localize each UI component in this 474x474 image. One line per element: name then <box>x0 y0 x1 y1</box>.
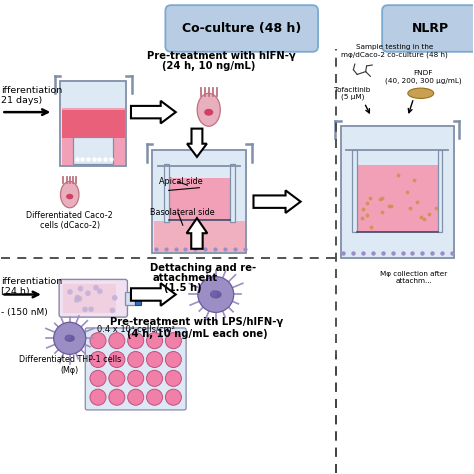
Circle shape <box>78 286 83 292</box>
Ellipse shape <box>64 335 75 342</box>
Ellipse shape <box>210 291 222 299</box>
Circle shape <box>128 352 144 367</box>
FancyBboxPatch shape <box>382 5 474 52</box>
Circle shape <box>198 277 234 312</box>
Text: 0.4 x 10⁴ cells/cm²: 0.4 x 10⁴ cells/cm² <box>97 324 174 333</box>
Text: Basolateral side: Basolateral side <box>150 208 214 217</box>
Circle shape <box>211 291 217 297</box>
Circle shape <box>88 306 94 312</box>
Circle shape <box>75 295 81 301</box>
Ellipse shape <box>204 109 213 116</box>
Bar <box>352 150 357 232</box>
Circle shape <box>128 370 144 386</box>
Text: attachment: attachment <box>152 273 217 283</box>
Text: - (150 nM): - (150 nM) <box>1 308 48 317</box>
Polygon shape <box>187 218 207 249</box>
Circle shape <box>146 333 163 349</box>
Circle shape <box>165 389 182 405</box>
Circle shape <box>54 322 86 355</box>
Text: Dettaching and re-: Dettaching and re- <box>150 263 256 273</box>
Circle shape <box>112 295 118 301</box>
Circle shape <box>146 370 163 386</box>
Bar <box>125 292 136 305</box>
Circle shape <box>90 333 106 349</box>
Text: (24 h, 10 ng/mL): (24 h, 10 ng/mL) <box>162 62 255 72</box>
Bar <box>230 164 235 222</box>
Bar <box>136 292 141 305</box>
Text: FNDF
(40, 200, 300 μg/mL): FNDF (40, 200, 300 μg/mL) <box>385 70 462 83</box>
Text: ifferentiation
[24 h): ifferentiation [24 h) <box>1 277 63 296</box>
Circle shape <box>97 289 103 294</box>
Text: Tofacitinib
(5 μM): Tofacitinib (5 μM) <box>334 87 371 100</box>
Ellipse shape <box>66 194 73 200</box>
Bar <box>60 82 126 166</box>
Bar <box>341 126 454 258</box>
Text: Pre-treatment with hIFN-γ: Pre-treatment with hIFN-γ <box>147 51 296 61</box>
Text: Apical side: Apical side <box>159 177 203 186</box>
Circle shape <box>165 333 182 349</box>
Ellipse shape <box>408 88 434 99</box>
Bar <box>438 150 442 232</box>
Circle shape <box>165 370 182 386</box>
FancyBboxPatch shape <box>165 5 318 52</box>
Circle shape <box>109 352 125 367</box>
Circle shape <box>128 333 144 349</box>
Bar <box>154 221 245 252</box>
FancyBboxPatch shape <box>85 328 186 410</box>
Circle shape <box>90 370 106 386</box>
Text: Differentiated Caco-2
cells (dCaco-2): Differentiated Caco-2 cells (dCaco-2) <box>27 211 113 230</box>
Circle shape <box>128 389 144 405</box>
Text: Co-culture (48 h): Co-culture (48 h) <box>182 22 301 35</box>
Circle shape <box>109 370 125 386</box>
Bar <box>164 164 169 222</box>
Text: ifferentiation
21 days): ifferentiation 21 days) <box>1 86 63 105</box>
FancyBboxPatch shape <box>59 279 128 317</box>
Text: (1.5 h): (1.5 h) <box>164 283 201 293</box>
Circle shape <box>67 289 73 295</box>
Circle shape <box>74 297 80 303</box>
Circle shape <box>146 389 163 405</box>
Circle shape <box>93 285 99 291</box>
Circle shape <box>90 389 106 405</box>
Text: Differentiated THP-1 cells
(Mφ): Differentiated THP-1 cells (Mφ) <box>18 356 121 375</box>
Circle shape <box>109 389 125 405</box>
Polygon shape <box>131 283 176 306</box>
Bar <box>169 178 230 220</box>
Polygon shape <box>131 101 176 123</box>
Ellipse shape <box>61 182 79 208</box>
Circle shape <box>82 307 88 312</box>
Polygon shape <box>254 191 301 213</box>
Text: NLRP: NLRP <box>411 22 449 35</box>
Text: Pre-treatment with LPS/hIFN-γ: Pre-treatment with LPS/hIFN-γ <box>110 317 283 327</box>
Text: Mφ collection after
attachm...: Mφ collection after attachm... <box>380 271 447 283</box>
Circle shape <box>146 352 163 367</box>
Ellipse shape <box>197 93 220 126</box>
Circle shape <box>65 335 71 340</box>
Circle shape <box>109 333 125 349</box>
Circle shape <box>77 296 82 301</box>
Circle shape <box>85 291 91 296</box>
Bar <box>64 283 116 313</box>
Circle shape <box>165 352 182 367</box>
Bar <box>62 110 125 138</box>
Bar <box>62 108 125 165</box>
Bar <box>357 165 438 232</box>
Circle shape <box>109 308 115 313</box>
Text: (4 h, 10 ng/mL each one): (4 h, 10 ng/mL each one) <box>127 328 267 338</box>
Bar <box>152 150 246 254</box>
Circle shape <box>90 352 106 367</box>
Text: Sample testing in the
mφ/dCaco-2 co-culture (48 h): Sample testing in the mφ/dCaco-2 co-cult… <box>341 44 448 58</box>
Bar <box>73 137 113 164</box>
Polygon shape <box>187 128 207 157</box>
